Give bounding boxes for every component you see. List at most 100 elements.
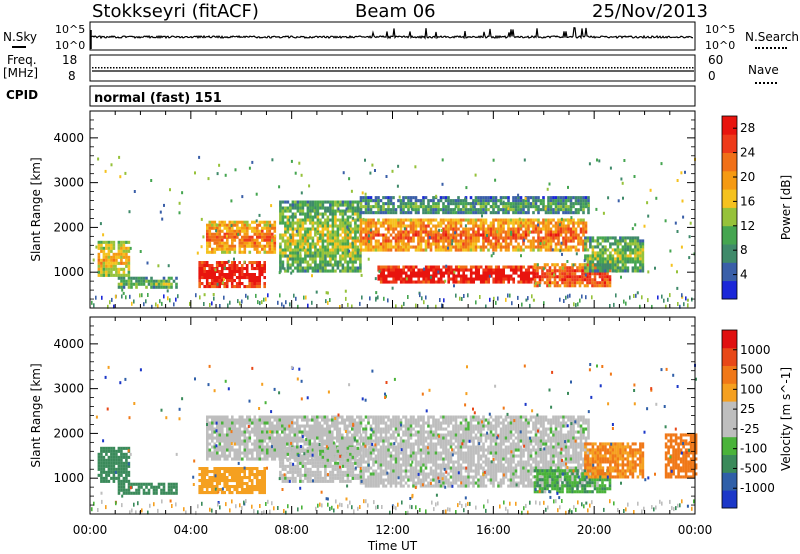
- power-cell: [326, 248, 330, 252]
- power-cell: [559, 245, 563, 249]
- power-cell: [294, 251, 297, 255]
- power-cell: [223, 223, 227, 227]
- power-cell: [409, 196, 413, 200]
- power-cell: [452, 245, 455, 249]
- velocity-cell: [238, 482, 241, 486]
- power-cell: [427, 245, 430, 249]
- power-cell: [299, 206, 302, 210]
- power-cell: [616, 245, 620, 249]
- power-cell: [379, 248, 383, 252]
- velocity-cell: [112, 479, 116, 483]
- power-cell: [517, 211, 520, 215]
- power-cell: [233, 235, 237, 239]
- ground-scatter-cell: [311, 300, 313, 305]
- power-cell: [382, 218, 385, 222]
- power-cell: [112, 264, 116, 268]
- power-cell: [324, 260, 327, 264]
- power-cell: [447, 233, 450, 237]
- power-cell: [384, 227, 388, 231]
- power-cell: [497, 236, 500, 240]
- power-speckle: [237, 232, 240, 236]
- freq-dot: [299, 67, 301, 69]
- power-speckle: [502, 200, 505, 204]
- power-cell: [389, 268, 393, 272]
- power-cell: [634, 248, 637, 252]
- power-cell: [230, 276, 234, 280]
- power-cell: [577, 208, 580, 212]
- power-cell: [603, 272, 607, 276]
- power-cell: [399, 248, 403, 252]
- power-cell: [279, 233, 282, 237]
- power-cell: [132, 282, 136, 286]
- power-cell: [601, 254, 605, 258]
- power-cell: [514, 265, 518, 269]
- power-cell: [499, 221, 503, 225]
- power-cell: [462, 218, 465, 222]
- power-cell: [502, 218, 505, 222]
- power-cell: [240, 267, 244, 271]
- power-cell: [467, 227, 470, 231]
- power-cell: [213, 247, 217, 251]
- power-cell: [447, 208, 450, 212]
- velocity-cell: [238, 476, 241, 480]
- power-cell: [499, 268, 503, 272]
- power-cell: [346, 206, 350, 210]
- power-cell: [230, 285, 234, 289]
- power-cell: [392, 230, 395, 234]
- power-cell: [233, 229, 237, 233]
- power-cell: [437, 199, 440, 203]
- power-cell: [619, 248, 622, 252]
- power-cell: [110, 264, 113, 268]
- power-cell: [492, 277, 495, 281]
- velocity-cell: [120, 488, 123, 492]
- power-cell: [296, 218, 300, 222]
- velocity-cell: [231, 436, 234, 440]
- power-cell: [432, 199, 435, 203]
- power-cell: [563, 284, 567, 288]
- power-cell: [115, 261, 118, 265]
- power-cell: [504, 208, 508, 212]
- velocity-cell: [216, 436, 219, 440]
- velocity-cell: [97, 473, 101, 477]
- power-cell: [419, 218, 423, 222]
- power-cell: [587, 211, 590, 215]
- velocity-cell: [255, 476, 259, 480]
- ground-scatter-cell: [421, 296, 423, 301]
- power-cell: [394, 227, 398, 231]
- velocity-cell: [233, 467, 236, 471]
- power-cell: [527, 211, 530, 215]
- power-cell: [533, 266, 537, 270]
- power-cell: [581, 272, 584, 276]
- ground-scatter-cell: [613, 302, 615, 307]
- power-cell: [321, 257, 325, 261]
- ground-scatter-cell: [681, 293, 683, 298]
- velocity-cell: [245, 467, 249, 471]
- velocity-cell: [223, 491, 226, 495]
- power-cell: [593, 281, 597, 285]
- power-cell: [601, 260, 605, 264]
- power-cell: [562, 196, 565, 200]
- velocity-cell: [228, 479, 231, 483]
- power-cell: [439, 274, 443, 278]
- freq-dot: [359, 67, 361, 69]
- power-speckle: [203, 293, 206, 297]
- power-cell: [566, 266, 569, 270]
- velocity-cell: [293, 433, 297, 437]
- velocity-cell: [258, 418, 262, 422]
- power-cell: [211, 238, 214, 242]
- power-cell: [324, 212, 327, 216]
- power-speckle: [345, 207, 348, 211]
- power-cell: [572, 218, 575, 222]
- power-cell: [140, 282, 143, 286]
- power-cell: [208, 232, 212, 236]
- ground-scatter-cell: [505, 297, 507, 302]
- freq-dot: [437, 67, 439, 69]
- power-cell: [556, 281, 559, 285]
- power-cell: [321, 221, 325, 225]
- power-cell: [432, 208, 435, 212]
- power-cell: [579, 236, 583, 240]
- power-cell: [459, 199, 463, 203]
- power-cell: [584, 242, 587, 246]
- power-cell: [442, 248, 445, 252]
- power-cell: [346, 209, 350, 213]
